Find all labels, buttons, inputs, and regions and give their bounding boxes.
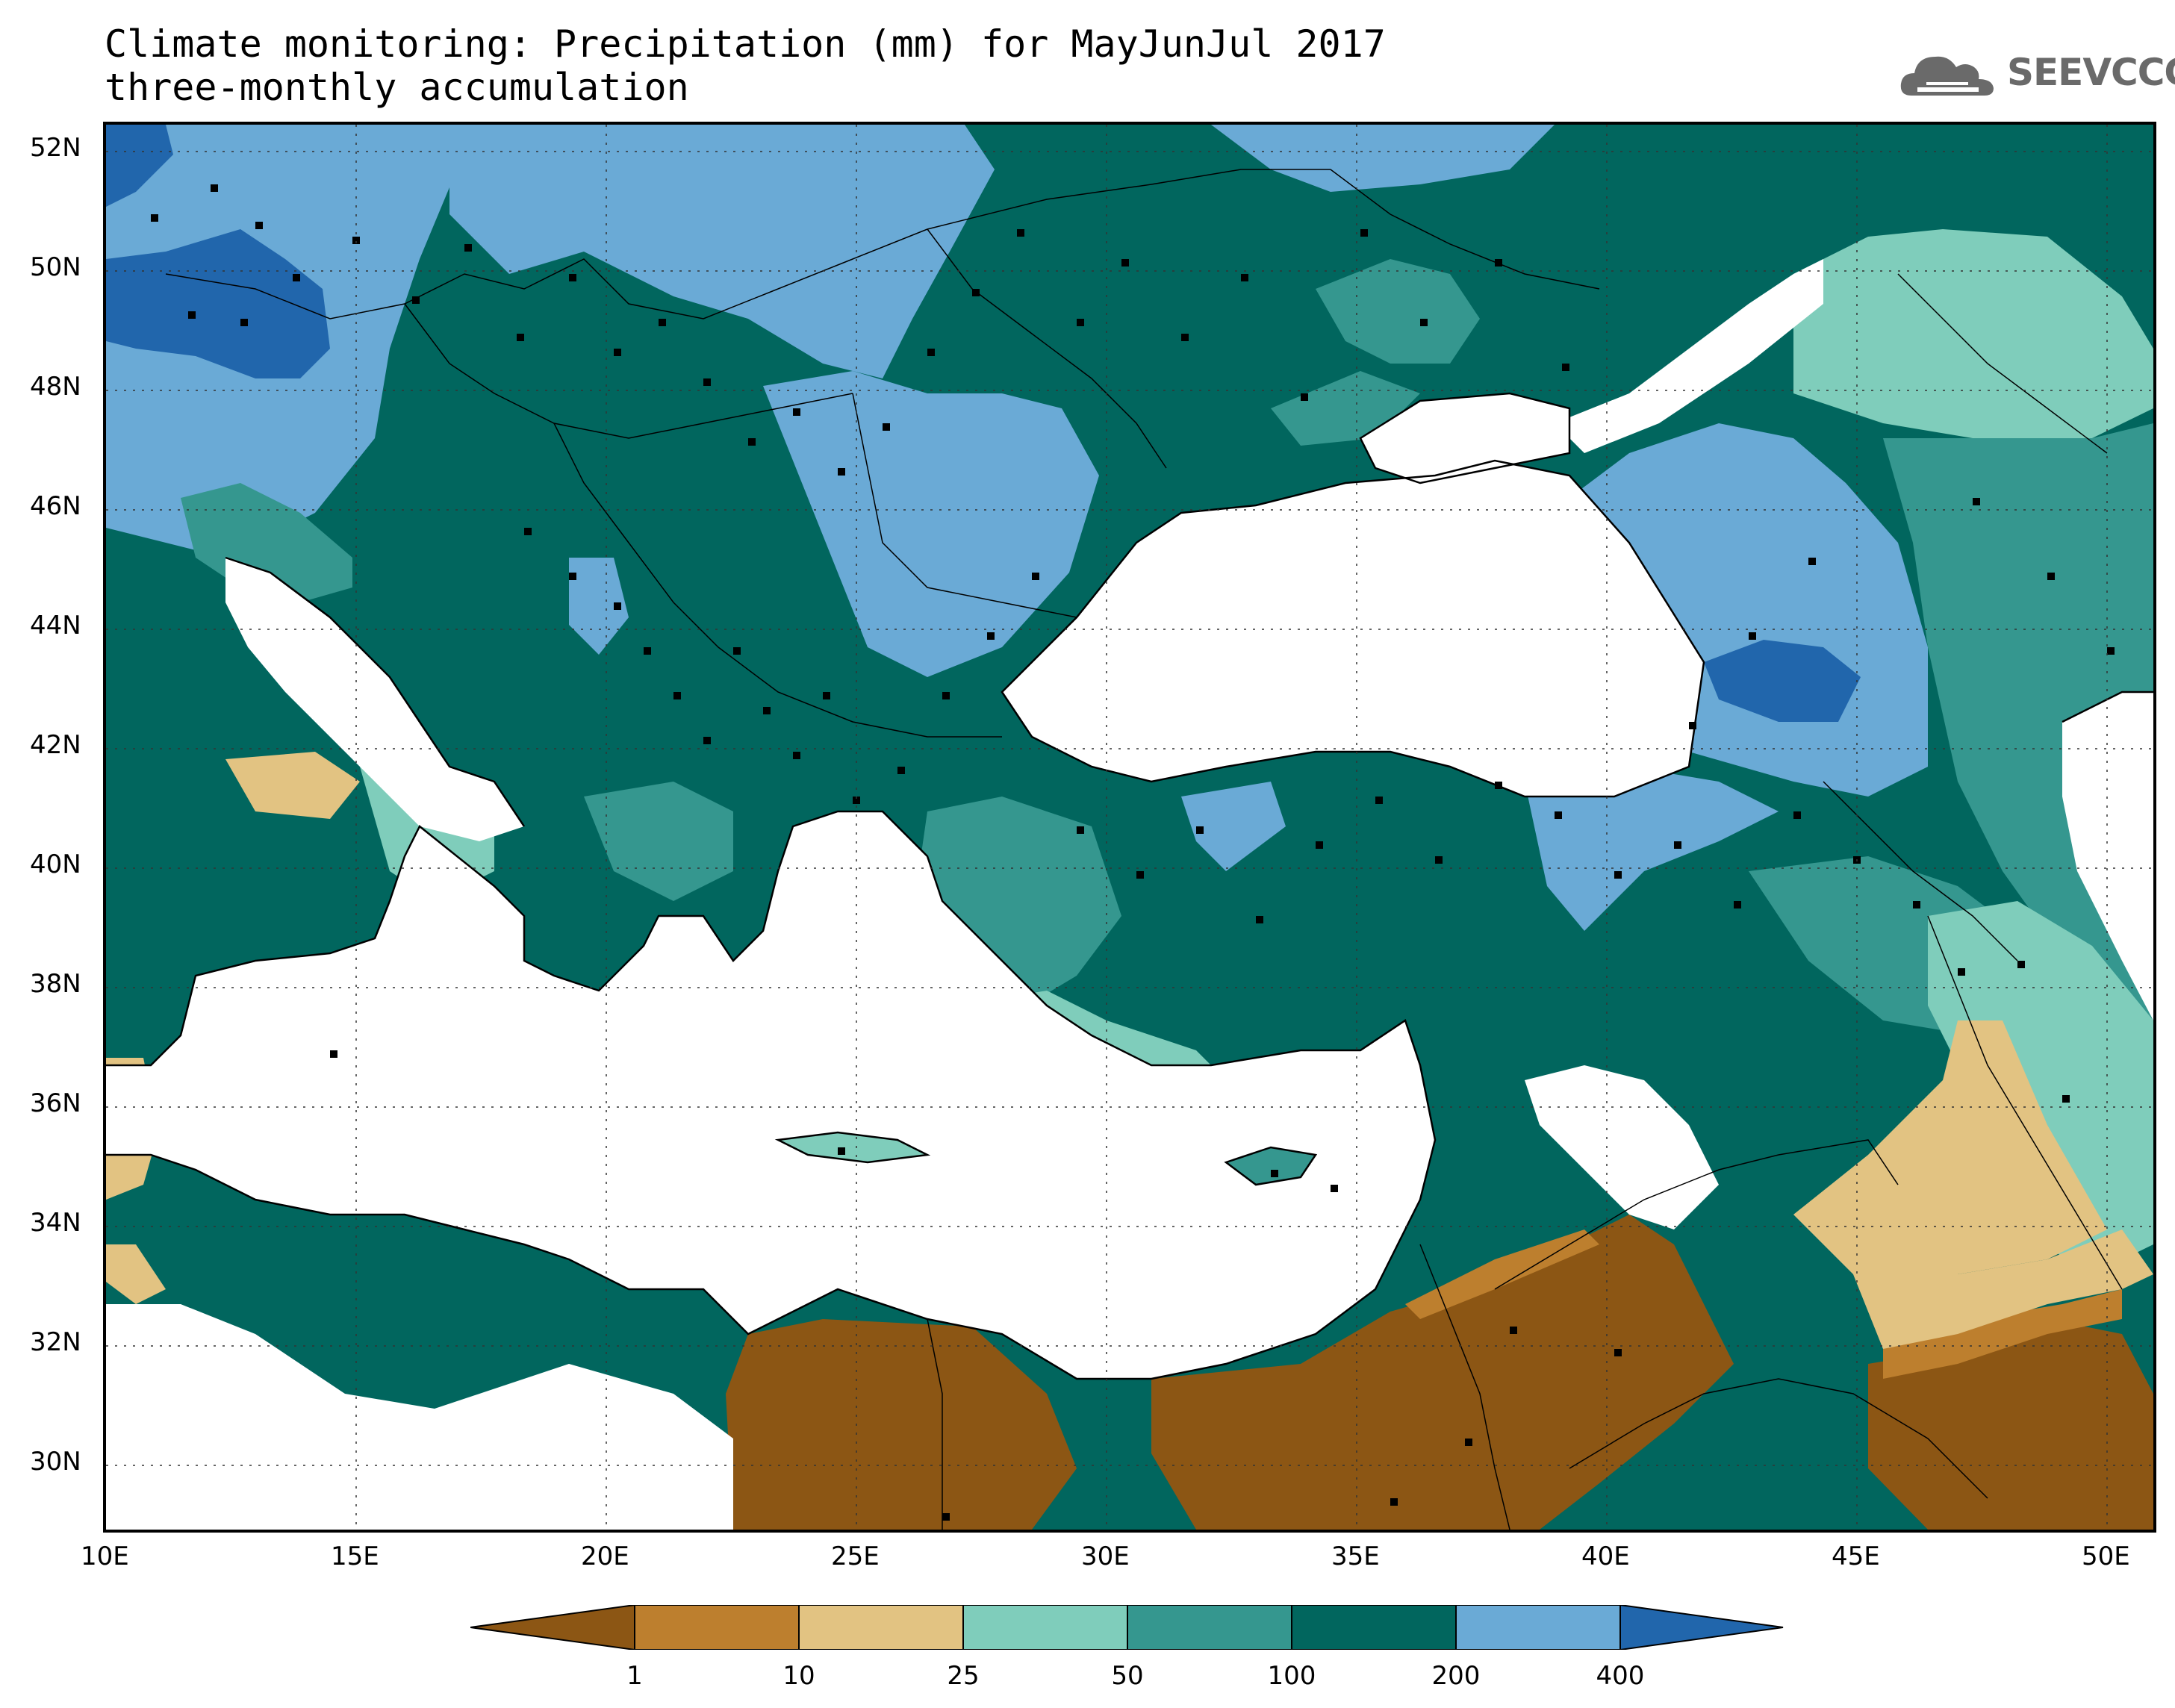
region-1-egypt xyxy=(726,1319,1077,1530)
azov-sea xyxy=(1360,393,1569,483)
colorbar-label: 10 xyxy=(782,1661,815,1691)
map-title: Climate monitoring: Precipitation (mm) f… xyxy=(105,22,1386,109)
region-25-italy-central xyxy=(225,752,360,819)
black-sea xyxy=(1002,461,1704,797)
y-tick-label: 38N xyxy=(30,969,81,999)
y-tick-label: 48N xyxy=(30,372,81,402)
station-markers xyxy=(151,184,2115,1521)
y-tick-label: 44N xyxy=(30,611,81,640)
region-400-balkan-spot xyxy=(569,558,629,655)
colorbar-label: 200 xyxy=(1431,1661,1481,1691)
region-1-levant xyxy=(1151,1215,1734,1530)
region-400-ukraine-north xyxy=(1211,125,1555,192)
region-200-400-georgia xyxy=(1704,640,1861,722)
coastlines xyxy=(106,392,2153,1380)
y-tick-label: 42N xyxy=(30,730,81,760)
region-10-jordan-edge xyxy=(1405,1229,1599,1319)
y-tick-label: 52N xyxy=(30,133,81,163)
colorbar-bin xyxy=(962,1605,1128,1650)
x-tick-label: 35E xyxy=(1331,1542,1380,1571)
region-400-romania xyxy=(763,371,1099,677)
colorbar-bin xyxy=(1455,1605,1621,1650)
colorbar-bin xyxy=(1127,1605,1292,1650)
colorbar-label: 25 xyxy=(947,1661,980,1691)
region-100-albania xyxy=(584,782,733,901)
logo-text: SEEVCCC xyxy=(2007,51,2175,94)
region-25-syria-iraq xyxy=(1793,1020,2107,1274)
syria-desert-gap xyxy=(1525,1065,1719,1229)
region-25-mesopotamia xyxy=(1853,1229,2153,1349)
region-50-kazakh xyxy=(1793,229,2153,438)
colorbar-bin xyxy=(1619,1605,1784,1650)
colorbar-label: 1 xyxy=(626,1661,643,1691)
x-tick-label: 50E xyxy=(2082,1542,2130,1571)
y-tick-label: 50N xyxy=(30,252,81,282)
region-200-400-nw-corner xyxy=(106,125,173,207)
title-line-2: three-monthly accumulation xyxy=(105,66,689,109)
colorbar-bin xyxy=(470,1605,635,1650)
map-canvas xyxy=(106,125,2153,1530)
region-200-400-bavaria xyxy=(106,229,330,378)
colorbar-bin xyxy=(634,1605,800,1650)
caspian-gap xyxy=(1555,259,1823,453)
colorbar xyxy=(470,1605,1784,1650)
region-400-turkey-west xyxy=(1181,782,1286,871)
colorbar-label: 100 xyxy=(1267,1661,1316,1691)
precipitation-map xyxy=(103,122,2156,1533)
region-400-poland xyxy=(449,125,995,378)
region-50-iran xyxy=(1928,901,2153,1274)
region-25-libya-west xyxy=(106,1244,166,1304)
title-line-1: Climate monitoring: Precipitation (mm) f… xyxy=(105,22,1386,66)
cloud-icon xyxy=(1900,56,1994,96)
x-tick-label: 40E xyxy=(1581,1542,1630,1571)
x-tick-label: 30E xyxy=(1081,1542,1130,1571)
colorbar-label: 400 xyxy=(1596,1661,1645,1691)
y-tick-label: 40N xyxy=(30,850,81,879)
x-tick-label: 10E xyxy=(81,1542,129,1571)
region-100-ukraine-east xyxy=(1316,259,1480,364)
region-100-adriatic xyxy=(181,483,352,602)
y-tick-label: 32N xyxy=(30,1327,81,1357)
adriatic-sea xyxy=(225,558,524,841)
libya-coast xyxy=(106,1304,733,1530)
colorbar-label: 50 xyxy=(1111,1661,1144,1691)
graticule xyxy=(106,125,2153,1530)
y-tick-label: 46N xyxy=(30,491,81,521)
cyprus-island xyxy=(1226,1147,1316,1185)
country-borders xyxy=(165,169,2123,1530)
x-tick-label: 20E xyxy=(581,1542,629,1571)
x-tick-label: 15E xyxy=(331,1542,379,1571)
colorbar-bin xyxy=(798,1605,964,1650)
mediterranean-sea xyxy=(106,811,1435,1379)
colorbar-bin xyxy=(1291,1605,1457,1650)
x-tick-label: 45E xyxy=(1832,1542,1880,1571)
region-10-iraq-band xyxy=(1883,1289,2122,1379)
y-tick-label: 36N xyxy=(30,1088,81,1118)
y-tick-label: 30N xyxy=(30,1447,81,1477)
region-1-iraq-south xyxy=(1868,1319,2153,1530)
region-100-caspian xyxy=(1883,423,2153,1065)
caspian-sea xyxy=(2062,692,2153,1020)
region-400-anatolia xyxy=(1525,767,1779,931)
x-tick-label: 25E xyxy=(831,1542,880,1571)
seevccc-logo: SEEVCCC xyxy=(1896,45,2175,112)
y-tick-label: 34N xyxy=(30,1208,81,1238)
